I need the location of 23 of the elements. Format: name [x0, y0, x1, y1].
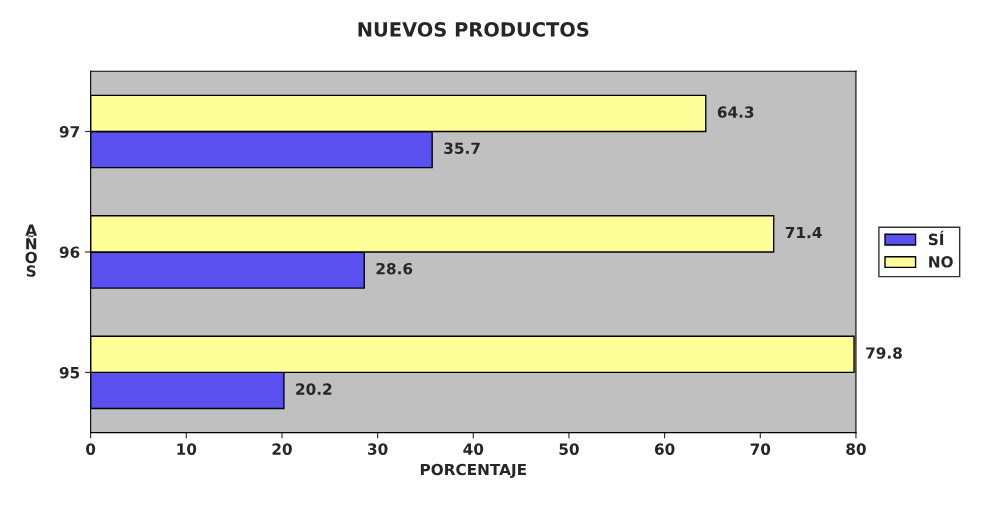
data-label: 28.6 [376, 262, 413, 275]
x-tick-label: 60 [654, 443, 675, 455]
x-tick-label: 0 [86, 443, 96, 455]
data-label: 71.4 [785, 226, 822, 239]
y-tick-label: 96 [59, 246, 80, 258]
x-tick-label: 30 [368, 443, 388, 455]
legend-label: NO [929, 256, 953, 268]
x-tick-label: 40 [463, 443, 484, 455]
x-axis-title: PORCENTAJE [420, 463, 526, 479]
x-tick-label: 70 [750, 443, 771, 455]
x-tick-label: 50 [559, 443, 579, 455]
legend-label: SÍ [928, 230, 944, 246]
x-tick-label: 80 [846, 443, 866, 455]
y-axis-title: AÑOS [25, 224, 38, 277]
x-tick-label: 20 [272, 443, 292, 455]
y-tick-label: 95 [59, 366, 80, 379]
data-label: 79.8 [866, 347, 902, 359]
chart-title: NUEVOS PRODUCTOS [358, 22, 589, 37]
data-label: 64.3 [717, 106, 754, 118]
data-label: 35.7 [444, 142, 480, 154]
y-tick-label: 97 [59, 125, 79, 138]
data-label: 20.2 [296, 383, 332, 395]
x-tick-label: 10 [177, 443, 197, 455]
